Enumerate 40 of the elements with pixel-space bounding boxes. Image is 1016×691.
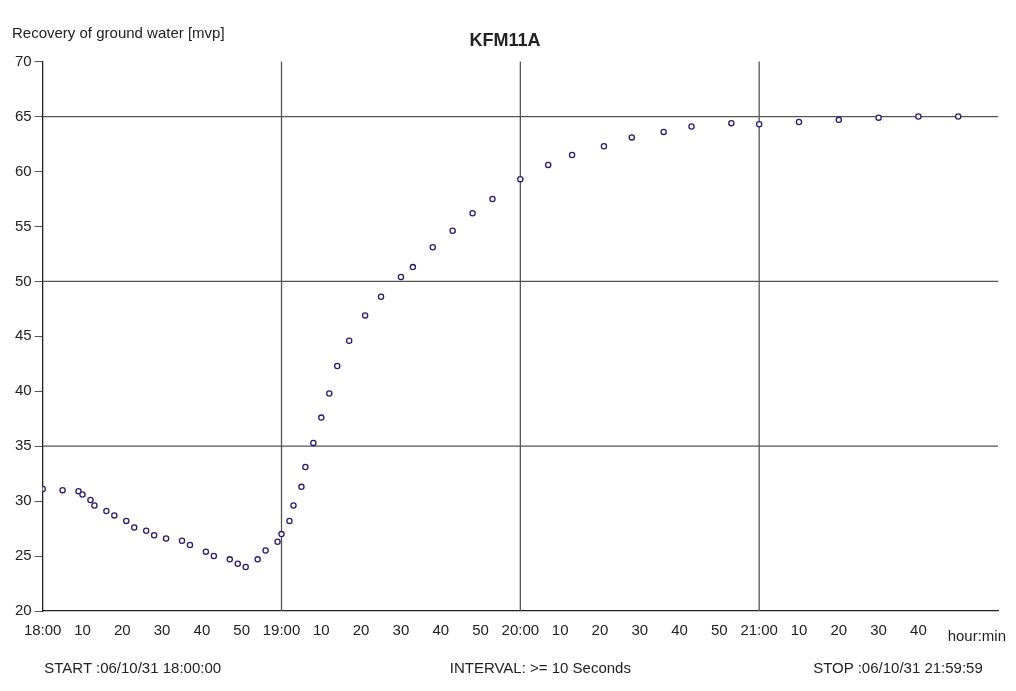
x-tick-label: 30 [870,621,887,639]
x-tick-label: 40 [432,621,450,639]
x-tick-label: 10 [312,621,330,639]
x-tick-label: 50 [233,621,251,639]
x-tick-label: 50 [472,621,489,639]
y-tick-label: 35 [15,436,32,454]
y-tick-label: 25 [15,546,32,564]
x-tick-label: 40 [910,621,927,639]
x-tick-label: 20 [113,621,131,639]
x-tick-label: 20 [352,621,370,639]
x-tick-label: 10 [551,621,569,639]
y-tick-label: 40 [15,381,32,399]
y-tick-label: 30 [15,491,32,509]
y-tick-label: 45 [15,326,32,344]
text: INTERVAL: >= 10 Seconds [449,659,631,676]
text: START :06/10/31 18:00:00 [44,659,222,676]
x-tick-label: 40 [671,621,688,639]
x-tick-label: 10 [74,621,91,639]
x-axis-title: hour:min [947,627,1006,644]
x-tick-label: 20 [830,621,848,639]
x-tick-label: 30 [631,621,649,639]
text: STOP :06/10/31 21:59:59 [813,659,983,676]
y-tick-label: 60 [15,161,32,179]
y-tick-label: 65 [15,106,32,124]
x-tick-label: 50 [711,621,728,639]
y-tick-label: 70 [15,51,32,69]
x-tick-label: 20 [591,621,609,639]
y-tick-label: 55 [15,216,32,234]
chart-title: KFM11A [469,29,541,50]
x-tick-label: 21:00 [740,621,778,639]
x-tick-label: 19:00 [262,621,301,639]
y-tick-label: 50 [15,271,32,289]
x-tick-label: 10 [790,621,808,639]
y-axis-title: Recovery of ground water [mvp] [12,23,225,41]
x-tick-label: 30 [153,621,171,639]
x-tick-label: 40 [193,621,211,639]
x-tick-label: 18:00 [23,621,62,639]
x-tick-label: 30 [392,621,410,639]
x-tick-label: 20:00 [501,621,540,639]
y-tick-label: 20 [15,601,32,619]
